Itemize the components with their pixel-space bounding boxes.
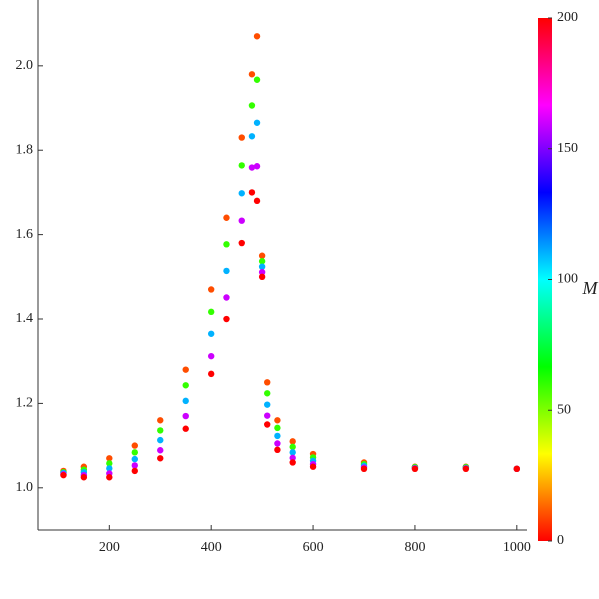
point bbox=[223, 315, 230, 323]
point bbox=[258, 273, 266, 281]
y-tick-label: 1.4 bbox=[16, 311, 34, 326]
point bbox=[289, 443, 296, 451]
point bbox=[207, 352, 215, 360]
point bbox=[106, 460, 113, 467]
point bbox=[157, 455, 164, 462]
point bbox=[411, 465, 419, 473]
point bbox=[207, 308, 215, 316]
y-tick-label: 1.6 bbox=[16, 227, 34, 242]
colorbar-tick-label: 150 bbox=[557, 141, 578, 156]
point bbox=[207, 286, 215, 293]
point bbox=[258, 252, 266, 259]
colorbar-tick-label: 200 bbox=[557, 10, 578, 25]
point bbox=[60, 471, 67, 479]
point bbox=[157, 447, 164, 454]
point bbox=[182, 382, 189, 389]
colorbar-label: M bbox=[582, 278, 599, 298]
point bbox=[106, 465, 113, 472]
point bbox=[289, 438, 296, 445]
point bbox=[238, 217, 245, 224]
point bbox=[131, 455, 138, 463]
point bbox=[248, 164, 256, 171]
point bbox=[248, 71, 256, 78]
point bbox=[462, 465, 470, 473]
point bbox=[253, 33, 261, 40]
point bbox=[274, 424, 281, 432]
point bbox=[157, 436, 164, 444]
point bbox=[106, 474, 113, 481]
x-tick-label: 200 bbox=[99, 540, 120, 555]
point bbox=[264, 379, 271, 386]
point bbox=[253, 119, 261, 126]
x-tick-label: 1000 bbox=[503, 540, 531, 555]
y-tick-label: 2.0 bbox=[16, 58, 34, 73]
y-tick-label: 1.8 bbox=[16, 142, 34, 157]
point bbox=[248, 102, 256, 109]
point bbox=[258, 263, 266, 270]
point bbox=[80, 474, 88, 481]
point bbox=[223, 294, 230, 301]
x-tick-label: 400 bbox=[201, 540, 222, 555]
point bbox=[207, 370, 215, 378]
point bbox=[248, 189, 256, 196]
point bbox=[157, 417, 164, 424]
point bbox=[131, 442, 138, 449]
point bbox=[513, 465, 521, 473]
point bbox=[248, 133, 256, 140]
point bbox=[309, 463, 317, 470]
y-tick-label: 1.0 bbox=[16, 480, 34, 495]
colorbar-tick-label: 100 bbox=[557, 272, 578, 287]
point bbox=[238, 190, 245, 197]
point bbox=[223, 267, 230, 275]
point bbox=[238, 239, 245, 247]
point bbox=[289, 459, 296, 466]
point bbox=[274, 417, 281, 424]
colorbar-tick-label: 50 bbox=[557, 402, 571, 417]
point bbox=[223, 241, 230, 248]
x-tick-label: 600 bbox=[303, 540, 324, 555]
point bbox=[264, 390, 271, 397]
point bbox=[182, 425, 189, 432]
point bbox=[258, 268, 266, 276]
point bbox=[264, 412, 271, 419]
point bbox=[131, 462, 138, 469]
point bbox=[253, 197, 261, 205]
point bbox=[182, 366, 189, 373]
point bbox=[289, 449, 296, 456]
point bbox=[274, 440, 281, 447]
point bbox=[258, 258, 266, 265]
point bbox=[223, 214, 230, 221]
point bbox=[182, 412, 189, 420]
point bbox=[131, 467, 138, 475]
colorbar-tick-label: 0 bbox=[557, 533, 564, 548]
point bbox=[182, 397, 189, 405]
point bbox=[106, 455, 113, 462]
point bbox=[253, 76, 261, 83]
point bbox=[157, 427, 164, 434]
point bbox=[264, 421, 271, 428]
y-tick-label: 1.2 bbox=[16, 396, 34, 411]
point bbox=[238, 162, 245, 169]
x-tick-label: 800 bbox=[404, 540, 425, 555]
point bbox=[131, 449, 138, 456]
point bbox=[264, 401, 271, 408]
point bbox=[360, 465, 368, 473]
point bbox=[238, 134, 245, 141]
point bbox=[274, 446, 281, 454]
point bbox=[289, 454, 296, 462]
point bbox=[274, 432, 281, 440]
point bbox=[207, 330, 215, 337]
point bbox=[253, 163, 261, 170]
